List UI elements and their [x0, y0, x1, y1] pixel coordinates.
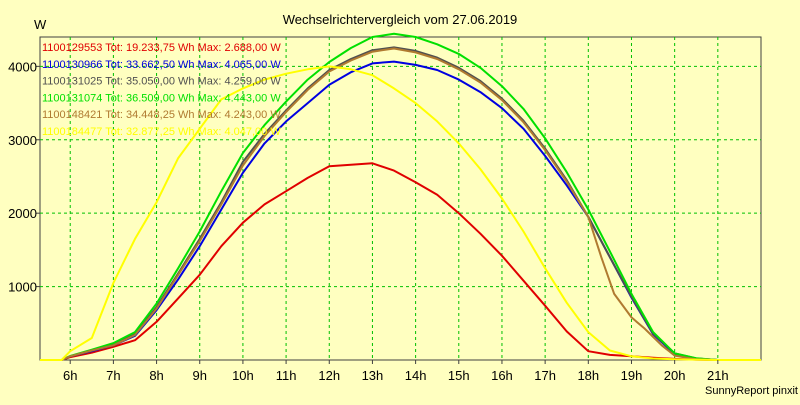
legend-entry-5: 1100148421 Tot: 34.448,25 Wh Max: 4.243,…: [42, 109, 281, 121]
legend-entry-1: 1100129553 Tot: 19.233,75 Wh Max: 2.688,…: [42, 42, 281, 54]
y-tick-label: 3000: [8, 133, 37, 148]
chart-title: Wechselrichtervergleich vom 27.06.2019: [283, 12, 518, 27]
x-tick-label: 18h: [577, 368, 599, 383]
series-line-5: [40, 47, 761, 361]
x-tick-label: 13h: [362, 368, 384, 383]
x-axis-ticks: 6h 7h 8h 9h 10h 11h 12h 13h 14h 15h 16h 17h 18h 19h 20…: [63, 360, 729, 383]
legend-entry-3: 1100131025 Tot: 35.050,00 Wh Max: 4.259,…: [42, 76, 281, 88]
legend-entry-4: 1100131074 Tot: 36.509,00 Wh Max: 4.443,…: [42, 92, 281, 104]
y-tick-label: 1000: [8, 280, 37, 295]
series-line-4: [40, 32, 761, 361]
x-tick-label: 10h: [232, 368, 254, 383]
x-tick-label: 8h: [149, 368, 163, 383]
x-tick-label: 11h: [276, 368, 297, 383]
x-tick-label: 15h: [448, 368, 470, 383]
y-tick-label: 2000: [8, 206, 37, 221]
x-tick-label: 17h: [534, 368, 556, 383]
legend-entry-2: 1100130966 Tot: 33.662,50 Wh Max: 4.065,…: [42, 59, 281, 71]
y-axis-unit-label: W: [34, 17, 47, 32]
y-axis-ticks: 1000 2000 3000 4000: [8, 59, 40, 295]
x-tick-label: 14h: [405, 368, 427, 383]
x-tick-label: 16h: [491, 368, 513, 383]
series-line-6: [40, 65, 761, 361]
x-tick-label: 6h: [63, 368, 77, 383]
x-tick-label: 21h: [707, 368, 729, 383]
x-tick-label: 20h: [664, 368, 686, 383]
x-tick-label: 19h: [621, 368, 643, 383]
series-lines: [40, 32, 761, 361]
x-tick-label: 9h: [193, 368, 207, 383]
grid: [40, 37, 761, 360]
legend-entry-6: 1100184477 Tot: 32.877,25 Wh Max: 4.047,…: [42, 126, 281, 138]
x-tick-label: 12h: [318, 368, 340, 383]
x-tick-label: 7h: [106, 368, 120, 383]
footer-credit: SunnyReport pinxit: [705, 385, 798, 397]
legend: 1100129553 Tot: 19.233,75 Wh Max: 2.688,…: [42, 42, 281, 138]
y-tick-label: 4000: [8, 59, 37, 74]
